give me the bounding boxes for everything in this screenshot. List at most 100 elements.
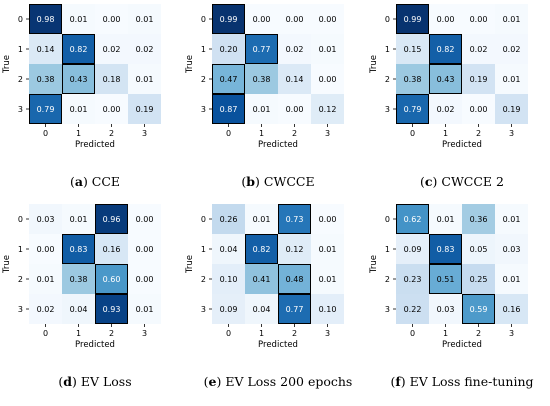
- cell-value-label: 0.38: [253, 75, 271, 84]
- heatmap-cell: [62, 264, 95, 294]
- row-max-highlight-border: [429, 64, 462, 94]
- heatmap-cell: [128, 294, 161, 324]
- y-tick-label: 1: [201, 245, 206, 254]
- cell-value-label: 0.01: [437, 215, 455, 224]
- heatmap-cell: [62, 294, 95, 324]
- y-axis-label: True: [2, 55, 12, 74]
- row-max-highlight-border: [29, 4, 62, 34]
- y-axis-label: True: [2, 255, 12, 274]
- y-tick-label: 2: [18, 275, 23, 284]
- heatmap-cell: [245, 64, 278, 94]
- heatmap-cell: [462, 64, 495, 94]
- heatmap-cell: [278, 4, 311, 34]
- cell-value-label: 0.04: [70, 305, 88, 314]
- y-tick-label: 1: [385, 45, 390, 54]
- heatmap-cell: [429, 234, 462, 264]
- cell-value-label: 0.79: [37, 105, 55, 114]
- heatmap-cell: [95, 264, 128, 294]
- panel-caption: (a) CCE: [70, 174, 120, 189]
- cell-value-label: 0.01: [253, 105, 271, 114]
- x-tick-label: 0: [226, 129, 231, 138]
- cell-value-label: 0.26: [220, 215, 238, 224]
- cell-value-label: 0.02: [286, 45, 304, 54]
- cell-value-label: 0.01: [503, 15, 521, 24]
- cell-value-label: 0.00: [319, 215, 337, 224]
- y-tick-label: 2: [385, 75, 390, 84]
- y-tick-label: 3: [201, 105, 206, 114]
- cell-value-label: 0.82: [437, 45, 455, 54]
- cell-value-label: 0.02: [136, 45, 154, 54]
- confusion-matrix-3: 0.99 0.00 0.00 0.01 0.15 0.82 0.02 0.02 0.38 0.43…: [369, 4, 528, 189]
- x-tick-label: 1: [443, 329, 448, 338]
- heatmap-cell: [311, 234, 344, 264]
- heatmap-cell: [245, 94, 278, 124]
- y-tick-label: 1: [18, 45, 23, 54]
- cell-value-label: 0.38: [70, 275, 88, 284]
- heatmap-cell: [278, 34, 311, 64]
- y-tick-label: 1: [385, 245, 390, 254]
- cell-value-label: 0.01: [319, 45, 337, 54]
- y-tick-label: 2: [18, 75, 23, 84]
- x-tick-label: 1: [259, 129, 264, 138]
- row-max-highlight-border: [29, 94, 62, 124]
- x-tick-label: 3: [325, 329, 330, 338]
- confusion-matrix-1: 0.98 0.01 0.00 0.01 0.14 0.82 0.02 0.02 0.38 0.43…: [2, 4, 161, 189]
- cell-value-label: 0.38: [37, 75, 55, 84]
- heatmap-cell: [495, 204, 528, 234]
- heatmap-cell: [396, 94, 429, 124]
- x-tick-label: 2: [292, 129, 297, 138]
- x-tick-label: 1: [76, 329, 81, 338]
- x-tick-label: 3: [142, 329, 147, 338]
- cell-value-label: 0.19: [136, 105, 154, 114]
- confusion-matrix-6: 0.62 0.01 0.36 0.01 0.09 0.83 0.05 0.03 0.23 0.51…: [369, 204, 534, 389]
- x-tick-label: 3: [509, 329, 514, 338]
- cell-value-label: 0.87: [220, 105, 238, 114]
- heatmap-cell: [62, 94, 95, 124]
- heatmap-cell: [128, 94, 161, 124]
- heatmap-cell: [245, 34, 278, 64]
- cell-value-label: 0.14: [286, 75, 304, 84]
- cell-value-label: 0.01: [503, 275, 521, 284]
- cell-value-label: 0.16: [503, 305, 521, 314]
- x-tick-label: 2: [292, 329, 297, 338]
- panel-caption-text: CWCCE: [264, 174, 315, 189]
- row-max-highlight-border: [62, 64, 95, 94]
- heatmap-cell: [396, 204, 429, 234]
- heatmap-cell: [29, 4, 62, 34]
- cell-value-label: 0.03: [503, 245, 521, 254]
- heatmap-cell: [128, 34, 161, 64]
- cell-value-label: 0.00: [286, 105, 304, 114]
- cell-value-label: 0.01: [136, 15, 154, 24]
- heatmap-cell: [429, 294, 462, 324]
- y-tick-label: 0: [201, 215, 206, 224]
- heatmap-cell: [95, 34, 128, 64]
- cell-value-label: 0.77: [253, 45, 271, 54]
- heatmap-cell: [311, 264, 344, 294]
- panel-caption-letter: c: [425, 174, 433, 189]
- heatmap-cell: [29, 234, 62, 264]
- heatmap-cell: [495, 264, 528, 294]
- heatmap-cell: [95, 294, 128, 324]
- heatmap-cell: [278, 264, 311, 294]
- heatmap-cell: [95, 94, 128, 124]
- cell-value-label: 0.96: [103, 215, 121, 224]
- panel-caption-letter: b: [246, 174, 255, 189]
- heatmap-cell: [495, 4, 528, 34]
- cell-value-label: 0.00: [470, 105, 488, 114]
- panel-caption-text: CCE: [92, 174, 120, 189]
- heatmap-cell: [29, 34, 62, 64]
- y-tick-label: 0: [201, 15, 206, 24]
- panel-caption: (c) CWCCE 2: [420, 174, 504, 189]
- cell-value-label: 0.01: [37, 275, 55, 284]
- y-tick-label: 0: [385, 15, 390, 24]
- cell-value-label: 0.19: [470, 75, 488, 84]
- heatmap-cell: [128, 234, 161, 264]
- heatmap-cell: [29, 264, 62, 294]
- cell-value-label: 0.01: [503, 215, 521, 224]
- cell-value-label: 0.02: [437, 105, 455, 114]
- heatmap-cell: [278, 234, 311, 264]
- x-axis-label: Predicted: [75, 140, 115, 150]
- cell-value-label: 0.02: [37, 305, 55, 314]
- row-max-highlight-border: [396, 204, 429, 234]
- panel-caption-letter: e: [209, 374, 217, 389]
